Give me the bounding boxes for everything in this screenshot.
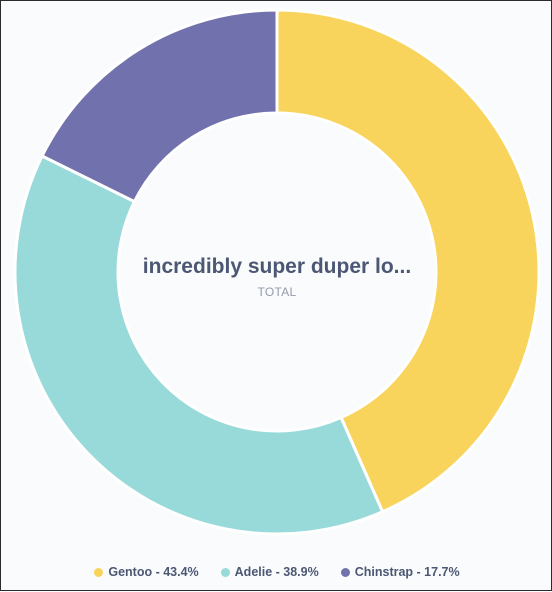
chart-legend: Gentoo - 43.4% Adelie - 38.9% Chinstrap … <box>1 565 552 579</box>
legend-label-adelie: Adelie - 38.9% <box>234 565 319 579</box>
legend-item-adelie[interactable]: Adelie - 38.9% <box>220 565 319 579</box>
legend-item-chinstrap[interactable]: Chinstrap - 17.7% <box>340 565 460 579</box>
legend-item-gentoo[interactable]: Gentoo - 43.4% <box>94 565 199 579</box>
center-total-value: incredibly super duper lo... <box>142 255 412 278</box>
legend-swatch-adelie <box>220 567 230 577</box>
donut-slice-chinstrap[interactable] <box>40 8 279 204</box>
center-total-label: TOTAL <box>257 285 297 299</box>
legend-label-chinstrap: Chinstrap - 17.7% <box>354 565 460 579</box>
legend-swatch-chinstrap <box>340 567 350 577</box>
legend-label-gentoo: Gentoo - 43.4% <box>108 565 199 579</box>
donut-slice-gentoo[interactable] <box>275 8 541 514</box>
legend-swatch-gentoo <box>94 567 104 577</box>
donut-slice-adelie[interactable] <box>13 153 385 536</box>
